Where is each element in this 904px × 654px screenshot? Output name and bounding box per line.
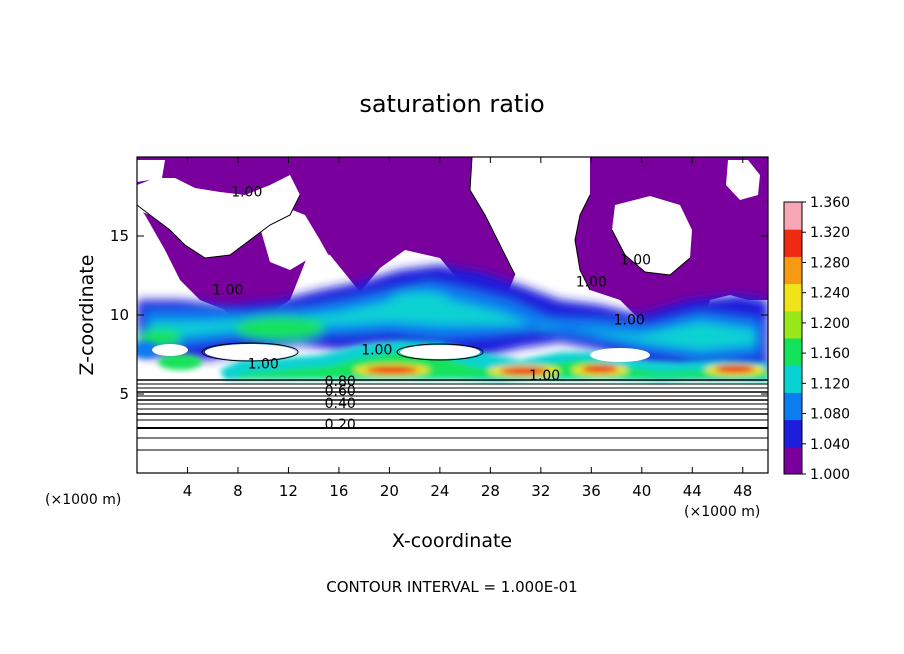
chart-title: saturation ratio [359,90,544,118]
x-tick-label: 36 [582,482,601,500]
y-tick-label: 5 [119,385,129,403]
colorbar-tick-label: 1.200 [810,316,850,332]
colorbar-tick-label: 1.120 [810,376,850,392]
contour-label: 0.80 [325,374,356,390]
y-axis: 5 10 15 [110,227,768,403]
unsaturated-hole-b [255,205,330,270]
colorbar-segment [784,338,802,366]
colorbar-segment [784,202,802,230]
colorbar-tick-label: 1.040 [810,437,850,453]
contour-label: 1.00 [361,343,392,359]
y-tick-label: 15 [110,227,129,245]
colorbar: 1.360 1.320 1.280 1.240 1.200 1.160 1.120 1.080… [783,195,850,483]
x-tick-label: 4 [183,482,193,500]
colorbar-segment [784,419,802,448]
field-layer: 1.00 1.00 1.00 1.00 1.00 1.00 1.00 1.00 0.800.60… [137,157,768,451]
x-tick-label: 44 [683,482,702,500]
lower-cloud-layer [137,340,768,382]
x-tick-label: 32 [531,482,550,500]
unsaturated-hole-e [137,160,165,182]
colorbar-tick-label: 1.080 [810,407,850,423]
x-axis-label: X-coordinate [392,530,512,552]
contour-label: 0.40 [325,396,356,412]
colorbar-tick-label: 1.280 [810,255,850,271]
contour-label: 1.00 [231,185,262,201]
x-tick-label: 48 [733,482,752,500]
contour-labels: 1.00 1.00 1.00 1.00 1.00 1.00 1.00 1.00 0.800.60… [212,185,651,433]
colorbar-segment [784,365,802,393]
colorbar-tick-label: 1.360 [810,195,850,211]
x-tick-label: 24 [430,482,449,500]
colorbar-segment [784,283,802,312]
clear-pocket-b [400,345,480,359]
cloud-band [137,265,768,375]
colorbar-segment [784,392,802,421]
colorbar-segment [784,256,802,285]
contour-label: 1.00 [212,282,243,298]
contour-label: 0.20 [325,417,356,433]
contour-label: 1.00 [614,312,645,328]
x-tick-label: 16 [329,482,348,500]
colorbar-segment [784,229,802,257]
y-axis-label: Z-coordinate [76,255,98,376]
unsaturated-hole-d [726,160,760,200]
clear-pocket-c [590,348,650,362]
colorbar-frame [783,201,803,475]
contour-label: 1.00 [248,357,279,373]
contour-label: 1.00 [529,368,560,384]
x-tick-label: 8 [233,482,243,500]
x-tick-label: 28 [481,482,500,500]
x-unit-left: (×1000 m) [45,492,121,508]
x-unit-right: (×1000 m) [684,504,760,520]
contour-label: 0.60 [325,384,356,400]
unsaturated-hole-c [612,196,692,275]
contour-label: 1.00 [576,275,607,291]
colorbar-segment [784,446,802,475]
colorbar-tick-label: 1.000 [810,467,850,483]
y-tick-label: 10 [110,306,129,324]
colorbar-tick-label: 1.160 [810,346,850,362]
x-tick-label: 40 [632,482,651,500]
contour-label: 1.00 [620,252,651,268]
contour-interval-note: CONTOUR INTERVAL = 1.000E-01 [326,578,577,596]
x-tick-label: 20 [380,482,399,500]
clear-pocket-a [205,344,295,360]
contour-lines-lower [137,379,768,451]
x-axis: 4 8 12 16 20 24 28 32 36 40 44 48 [183,157,752,500]
x-tick-label: 12 [279,482,298,500]
contour-lines-mid [137,157,691,362]
colorbar-segment [784,310,802,339]
colorbar-tick-label: 1.320 [810,225,850,241]
colorbar-tick-label: 1.240 [810,286,850,302]
clear-pocket-d [152,344,188,356]
